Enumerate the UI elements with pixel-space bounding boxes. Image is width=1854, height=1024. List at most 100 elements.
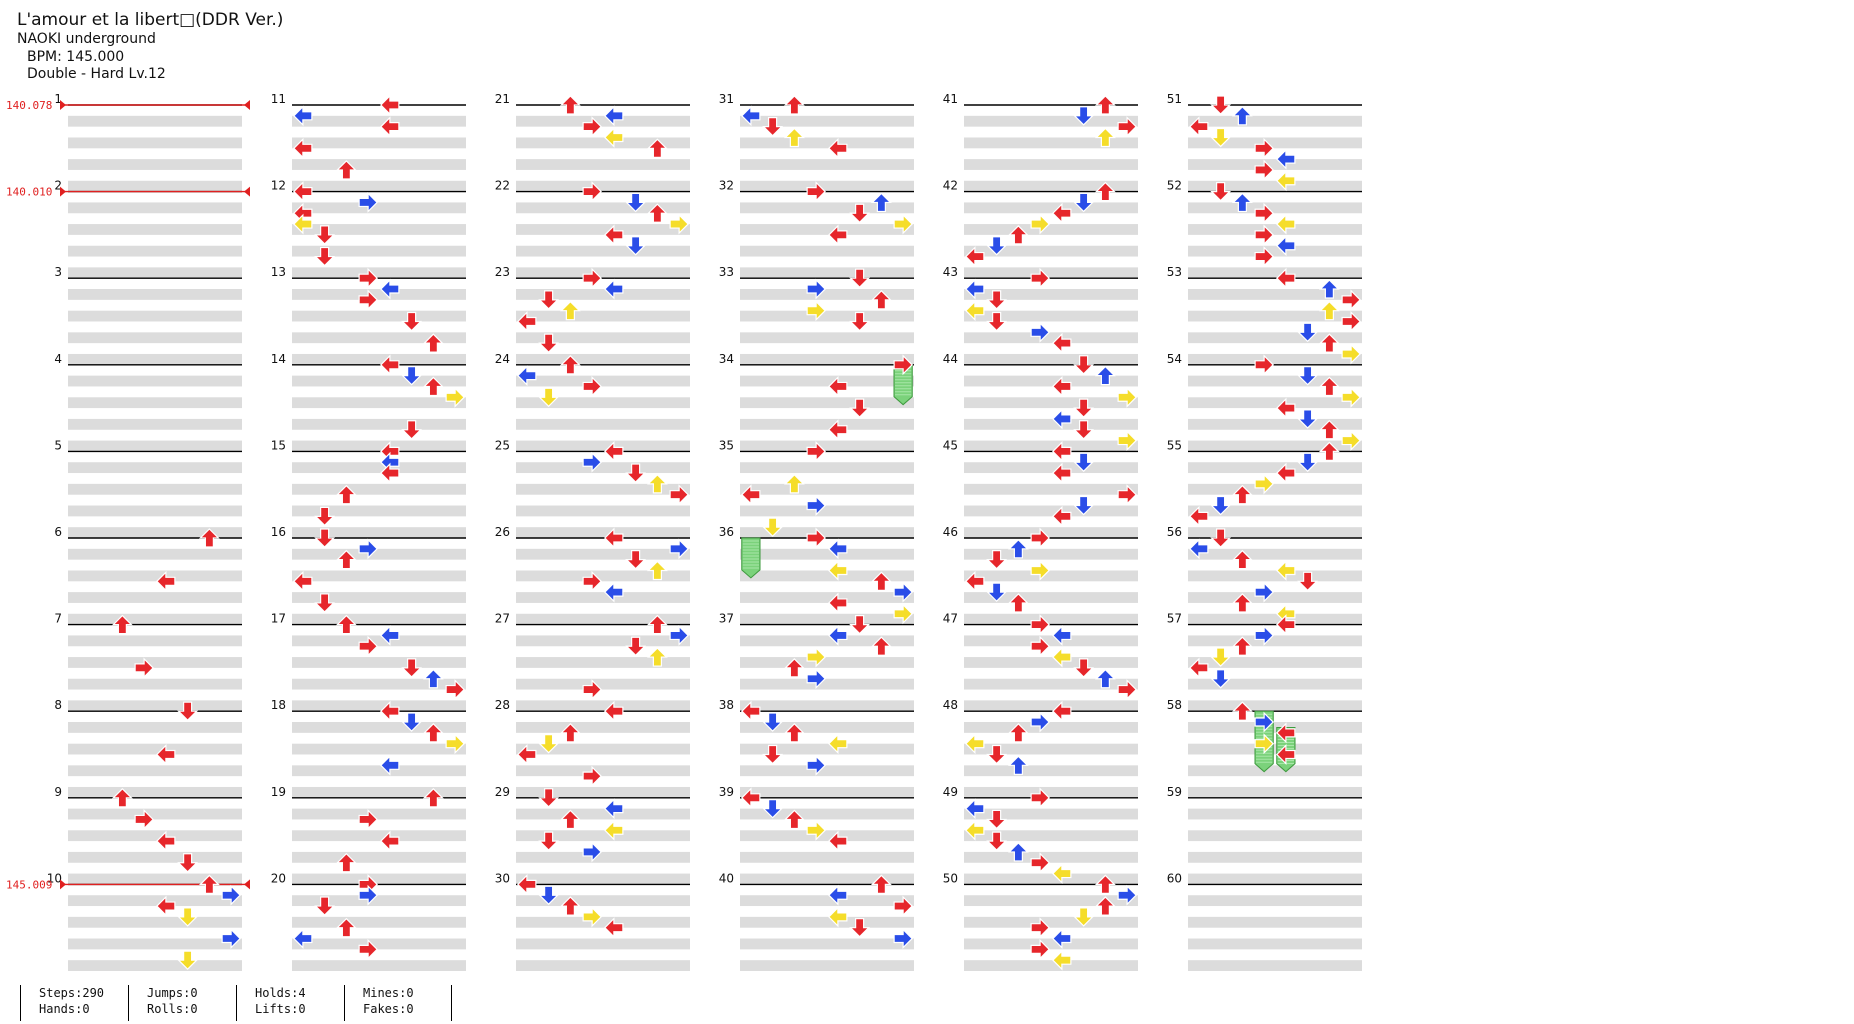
up-arrow-icon (870, 192, 892, 213)
up-arrow-icon (1231, 593, 1253, 613)
right-arrow-icon (582, 679, 602, 700)
beat-band (1188, 613, 1362, 625)
left-arrow-icon (604, 819, 624, 841)
left-arrow-icon (965, 246, 985, 267)
measure-number: 57 (1167, 612, 1182, 626)
beat-band (68, 180, 242, 192)
beat-band (964, 202, 1138, 214)
right-arrow-icon (1117, 679, 1137, 700)
beat-band (1188, 678, 1362, 690)
beat-band (1188, 916, 1362, 928)
measure-number: 44 (943, 352, 958, 366)
down-arrow-icon (314, 528, 336, 548)
bpm-change-value: 140.078 (6, 99, 52, 112)
right-arrow-icon (893, 603, 913, 625)
beat-band (68, 375, 242, 387)
beat-band (740, 678, 914, 690)
left-arrow-icon (741, 105, 761, 127)
up-arrow-icon (783, 658, 805, 678)
beat-band (292, 548, 466, 560)
down-arrow-icon (1073, 420, 1095, 440)
beat-band (68, 115, 242, 127)
beat-band (1188, 570, 1362, 582)
beat-band (516, 397, 690, 409)
beat-band (68, 765, 242, 777)
up-arrow-icon (783, 127, 805, 148)
left-arrow-icon (517, 744, 537, 765)
beat-band (964, 700, 1138, 712)
beat-band (68, 916, 242, 928)
left-arrow-icon (1052, 376, 1072, 397)
right-arrow-icon (806, 300, 826, 322)
measure-number: 5 (54, 438, 62, 452)
beat-band (740, 765, 914, 777)
up-arrow-icon (870, 290, 892, 310)
left-arrow-icon (604, 917, 624, 939)
beat-band (516, 722, 690, 733)
left-arrow-icon (1276, 235, 1296, 257)
beat-band (964, 851, 1138, 863)
up-arrow-icon (1318, 441, 1340, 461)
beat-band (740, 808, 914, 820)
down-arrow-icon (538, 387, 560, 408)
beat-band (740, 159, 914, 170)
measure-number: 14 (271, 352, 286, 366)
measure-number: 20 (271, 871, 286, 885)
beat-band (740, 570, 914, 582)
beat-band (740, 289, 914, 300)
right-arrow-icon (1341, 311, 1361, 332)
right-arrow-icon (1254, 224, 1274, 246)
right-arrow-icon (893, 895, 913, 917)
right-arrow-icon (806, 646, 826, 668)
beat-band (964, 115, 1138, 127)
beat-band (68, 310, 242, 322)
beat-band (740, 310, 914, 322)
up-arrow-icon (1094, 365, 1116, 386)
down-arrow-icon (538, 885, 560, 906)
measure-number: 38 (719, 698, 734, 712)
right-arrow-icon (806, 440, 826, 462)
right-arrow-icon (358, 938, 378, 960)
beat-band (740, 397, 914, 409)
up-arrow-icon (646, 647, 668, 667)
beat-band (1188, 873, 1362, 885)
left-arrow-icon (828, 137, 848, 159)
beat-band (740, 786, 914, 798)
beat-band (292, 440, 466, 452)
beat-band (1188, 202, 1362, 214)
right-arrow-icon (358, 884, 378, 906)
beat-band (740, 462, 914, 474)
down-arrow-icon (625, 463, 647, 483)
right-arrow-icon (1341, 289, 1361, 311)
left-arrow-icon (828, 733, 848, 755)
beat-band (68, 808, 242, 820)
beat-band (292, 743, 466, 755)
left-arrow-icon (380, 354, 400, 376)
beat-band (292, 202, 466, 214)
up-arrow-icon (335, 614, 357, 635)
up-arrow-icon (870, 636, 892, 656)
beat-band (68, 418, 242, 430)
beat-band (740, 332, 914, 344)
right-arrow-icon (358, 809, 378, 830)
left-arrow-icon (1276, 560, 1296, 581)
down-arrow-icon (986, 744, 1008, 765)
left-arrow-icon (1052, 505, 1072, 527)
right-arrow-icon (1254, 711, 1274, 733)
beat-band (1188, 462, 1362, 474)
measure-number: 37 (719, 612, 734, 626)
difficulty-label: Double - Hard Lv.12 (27, 66, 166, 83)
right-arrow-icon (358, 538, 378, 560)
left-arrow-icon (380, 624, 400, 646)
beat-band (740, 851, 914, 863)
up-arrow-icon (559, 354, 581, 375)
beat-band (68, 592, 242, 603)
measure-number: 32 (719, 179, 734, 193)
beat-band (516, 180, 690, 192)
measure-number: 10 (47, 871, 62, 885)
beat-band (68, 397, 242, 409)
beat-band (1188, 765, 1362, 777)
beat-band (1188, 657, 1362, 668)
bpm-change-marker (244, 186, 250, 197)
beat-band (740, 873, 914, 885)
